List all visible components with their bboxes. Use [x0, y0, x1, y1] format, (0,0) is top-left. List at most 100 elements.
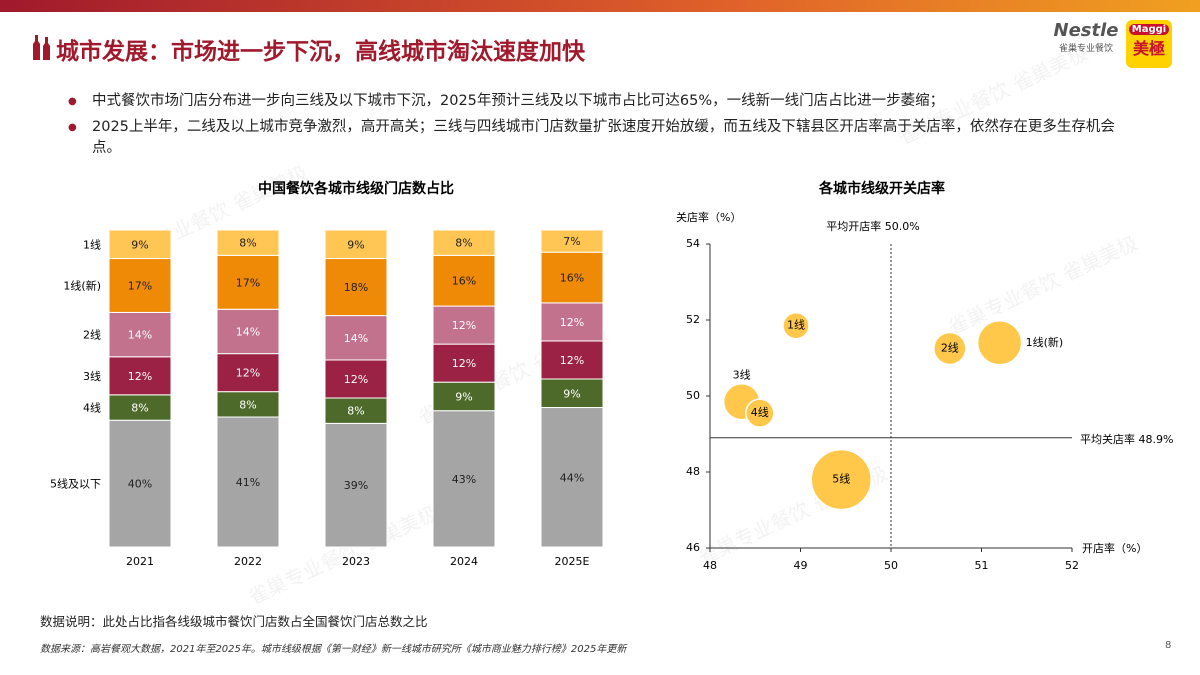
top-bar	[0, 0, 1200, 12]
x-tick-label: 48	[703, 559, 717, 572]
legend-label: 2线	[83, 328, 101, 342]
reference-label: 平均关店率 48.9%	[1080, 432, 1173, 446]
bar-segment	[108, 356, 172, 396]
bubble	[745, 398, 775, 428]
y-tick-label: 50	[686, 389, 700, 402]
x-tick-label: 49	[794, 559, 808, 572]
nestle-sub: 雀巢专业餐饮	[1058, 44, 1113, 54]
bar-segment	[216, 229, 280, 256]
data-label: 8%	[347, 405, 364, 418]
data-label: 7%	[563, 235, 580, 248]
data-label: 8%	[239, 237, 256, 250]
bubble	[810, 448, 872, 511]
bar-segment	[432, 381, 496, 412]
bar-segment	[108, 229, 172, 260]
data-label: 40%	[128, 478, 152, 491]
legend-label: 5线及以下	[50, 477, 101, 491]
bar-segment	[432, 305, 496, 345]
y-tick-label: 46	[686, 541, 700, 554]
bubble-label: 2线	[941, 341, 959, 355]
x-tick-label: 2022	[234, 555, 262, 568]
legend-label: 1线(新)	[63, 278, 101, 292]
bubble	[782, 311, 810, 340]
bubble-label: 1线(新)	[1026, 335, 1064, 349]
bar-segment	[324, 422, 388, 548]
data-label: 17%	[128, 279, 152, 292]
bubble-label: 1线	[787, 318, 805, 332]
bar-segment	[216, 353, 280, 393]
bar-segment	[432, 229, 496, 256]
maggi-logo: Maggi 美極	[1126, 20, 1172, 68]
data-label: 44%	[560, 471, 584, 484]
bullet: 中式餐饮市场门店分布进一步向三线及以下城市下沉，2025年预计三线及以下城市占比…	[68, 91, 1132, 112]
title-icon	[33, 35, 50, 60]
y-tick-label: 48	[686, 465, 700, 478]
data-label: 39%	[344, 479, 368, 492]
chart-title: 中国餐饮各城市线级门店数占比	[258, 180, 454, 197]
data-label: 12%	[452, 357, 476, 370]
x-tick-label: 2024	[450, 555, 478, 568]
x-tick-label: 52	[1065, 559, 1079, 572]
bar-segment	[432, 254, 496, 307]
bar-segment	[324, 258, 388, 317]
reference-label: 平均开店率 50.0%	[826, 219, 919, 233]
bar-segment	[540, 302, 604, 342]
x-tick-label: 2021	[126, 555, 154, 568]
bubble-label: 3线	[733, 368, 751, 382]
bar-segment	[108, 419, 172, 548]
bar-segment	[540, 251, 604, 304]
bar-segment	[540, 340, 604, 380]
maggi-text: Maggi	[1129, 24, 1169, 35]
data-label: 16%	[560, 272, 584, 285]
data-label: 8%	[131, 402, 148, 415]
x-tick-label: 2025E	[555, 555, 590, 568]
bar-segment	[324, 229, 388, 260]
y-tick-label: 52	[686, 313, 700, 326]
bar-segment	[540, 378, 604, 409]
data-label: 9%	[563, 387, 580, 400]
legend-label: 4线	[83, 401, 101, 415]
slide-title: 城市发展：市场进一步下沉，高线城市淘汰速度加快	[56, 39, 585, 65]
watermark: 雀巢专业餐饮 雀巢美极	[894, 41, 1091, 150]
bar-segment	[324, 359, 388, 399]
nestle-text: Nestle	[1053, 20, 1119, 41]
bubble	[933, 331, 967, 366]
maggi-sub: 美極	[1132, 39, 1165, 58]
bar-segment	[108, 311, 172, 358]
nestle-logo: Nestle 雀巢专业餐饮	[1050, 20, 1122, 54]
x-tick-label: 50	[884, 559, 898, 572]
data-label: 16%	[452, 275, 476, 288]
data-note: 数据说明：此处占比指各线级城市餐饮门店数占全国餐饮门店总数之比	[40, 614, 428, 629]
bullet: 2025上半年，二线及以上城市竞争激烈，高开高关；三线与四线城市门店数量扩张速度…	[68, 117, 1132, 159]
bar-segment	[216, 416, 280, 548]
data-label: 12%	[560, 316, 584, 329]
data-label: 12%	[344, 373, 368, 386]
bar-segment	[540, 407, 604, 548]
x-axis-title: 开店率（%）	[1082, 541, 1147, 555]
data-label: 12%	[560, 354, 584, 367]
bar-segment	[432, 410, 496, 548]
page-number: 8	[1165, 640, 1172, 651]
bar-segment	[216, 391, 280, 418]
data-label: 41%	[236, 476, 260, 489]
legend-label: 3线	[83, 369, 101, 383]
x-tick-label: 2023	[342, 555, 370, 568]
bar-segment	[216, 308, 280, 355]
legend-label: 1线	[83, 237, 101, 251]
data-label: 8%	[455, 237, 472, 250]
data-label: 14%	[236, 325, 260, 338]
bar-segment	[540, 229, 604, 253]
bar-segment	[324, 315, 388, 361]
bubble-label: 5线	[832, 472, 850, 486]
watermark: 雀巢专业餐饮 雀巢美极	[944, 231, 1141, 340]
data-label: 12%	[236, 367, 260, 380]
y-tick-label: 54	[686, 237, 700, 250]
data-label: 8%	[239, 398, 256, 411]
data-label: 12%	[452, 319, 476, 332]
bar-segment	[432, 343, 496, 383]
y-axis-title: 关店率（%）	[676, 210, 741, 224]
data-label: 43%	[452, 473, 476, 486]
bar-segment	[324, 397, 388, 424]
